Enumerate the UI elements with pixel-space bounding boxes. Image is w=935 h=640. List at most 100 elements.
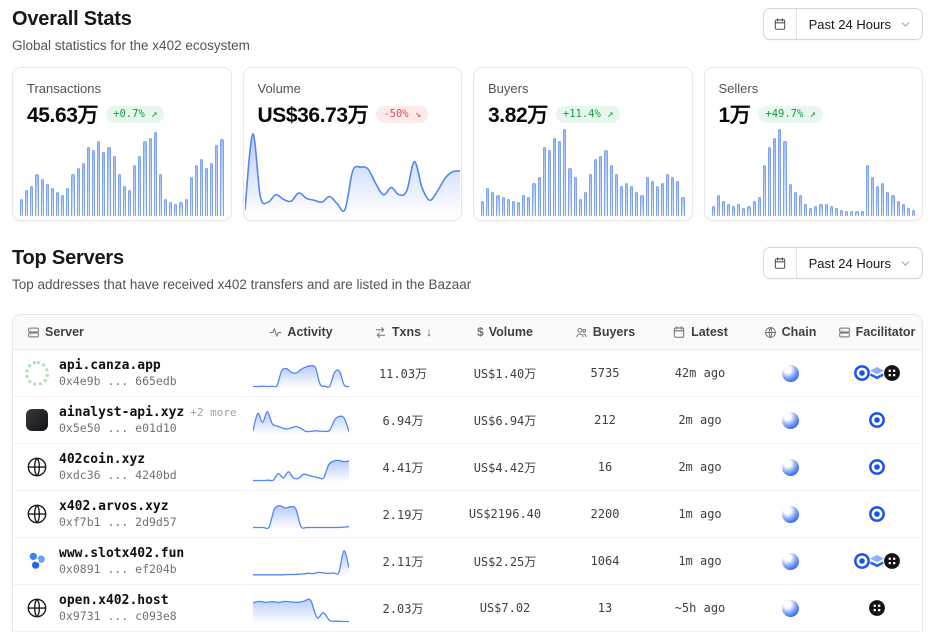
column-header-server[interactable]: Server (13, 325, 245, 339)
bar (86, 146, 90, 216)
server-name[interactable]: open.x402.host (59, 592, 169, 608)
bar (491, 191, 495, 216)
buyers-cell: 1064 (590, 554, 620, 568)
table-row[interactable]: www.slotx402.fun 0x0891 ... ef204b 2.11万 U… (13, 538, 922, 585)
bar (179, 202, 183, 216)
bar (71, 173, 75, 216)
bar (773, 137, 777, 216)
server-cell[interactable]: open.x402.host 0x9731 ... c093e8 (13, 592, 245, 623)
bar (798, 195, 803, 216)
bar (716, 195, 720, 216)
server-cell[interactable]: api.canza.app 0x4e9b ... 665edb (13, 357, 245, 388)
table-row[interactable]: api.canza.app 0x4e9b ... 665edb 11.03万 US$… (13, 350, 922, 397)
column-header-facilitator[interactable]: Facilitator (829, 325, 922, 339)
bar (721, 200, 725, 216)
bar (102, 152, 106, 216)
column-header-volume[interactable]: $ Volume (477, 325, 533, 339)
change-badge: -50% ↘ (376, 105, 429, 123)
bar (66, 188, 70, 216)
server-name[interactable]: 402coin.xyz (59, 451, 146, 467)
bar (594, 159, 598, 216)
bar (876, 186, 880, 216)
facilitator-layers-icon (868, 552, 886, 570)
bar (635, 191, 639, 216)
chain-base-icon (781, 364, 799, 382)
facilitator-dark-icon (882, 552, 901, 570)
server-address: 0x0891 ... ef204b (59, 561, 177, 576)
column-label: Txns (391, 325, 422, 339)
server-cell[interactable]: www.slotx402.fun 0x0891 ... ef204b (13, 545, 245, 576)
bar (568, 168, 572, 216)
server-avatar-green-ring (25, 360, 49, 386)
bar (210, 162, 214, 216)
bar (599, 155, 603, 216)
activity-sparkline (245, 499, 357, 529)
chain-cell (751, 505, 829, 523)
facilitator-cell (829, 411, 922, 429)
latest-cell: ~5h ago (674, 601, 726, 615)
table-row[interactable]: 402coin.xyz 0xdc36 ... 4240bd 4.41万 US$4.4… (13, 444, 922, 491)
activity-sparkline (245, 546, 357, 576)
column-label: Activity (287, 325, 333, 339)
server-name[interactable]: api.canza.app (59, 357, 161, 373)
bar (148, 137, 152, 216)
bar (655, 186, 659, 216)
buyers-cell: 13 (597, 601, 613, 615)
bar (506, 198, 510, 216)
bar (117, 173, 121, 216)
column-header-latest[interactable]: Latest (649, 325, 751, 339)
table-row[interactable]: open.x402.host 0x9731 ... c093e8 2.03万 US$… (13, 585, 922, 632)
top-servers-range-selector[interactable]: Past 24 Hours (762, 247, 923, 279)
server-name[interactable]: www.slotx402.fun (59, 545, 185, 561)
calendar-icon (764, 9, 797, 39)
activity-sparkline (245, 593, 357, 623)
overall-range-selector[interactable]: Past 24 Hours (762, 8, 923, 40)
top-servers-header: Top Servers Past 24 Hours Top addresses … (12, 247, 923, 292)
sort-desc-icon: ↓ (426, 325, 433, 339)
bar (645, 177, 649, 216)
chain-base-icon (781, 411, 799, 429)
server-name[interactable]: x402.arvos.xyz (59, 498, 169, 514)
column-header-chain[interactable]: Chain (751, 325, 829, 339)
bar (604, 150, 608, 216)
table-row[interactable]: ainalyst-api.xyz +2 more 0x5e50 ... e01d10… (13, 397, 922, 444)
facilitator-cell (829, 505, 922, 523)
column-header-buyers[interactable]: Buyers (561, 325, 649, 339)
bar (619, 186, 623, 216)
column-header-txns[interactable]: Txns ↓ (357, 325, 449, 339)
bar (138, 155, 142, 216)
bar (840, 209, 844, 216)
column-header-activity[interactable]: Activity (245, 325, 357, 339)
bar (901, 204, 905, 216)
bar (732, 206, 736, 216)
bar (860, 211, 864, 216)
buyers-cell: 2200 (590, 507, 620, 521)
column-label: Latest (691, 325, 728, 339)
bar (194, 164, 198, 216)
bar (660, 182, 665, 216)
bar (107, 146, 111, 216)
stat-card-volume: Volume US$36.73万 -50% ↘ (242, 67, 462, 221)
latest-cell: 42m ago (674, 366, 726, 380)
bar (112, 155, 116, 216)
change-badge: +49.7% ↗ (758, 105, 823, 123)
server-cell[interactable]: 402coin.xyz 0xdc36 ... 4240bd (13, 451, 245, 482)
server-avatar-globe (25, 596, 49, 620)
bar (153, 132, 157, 216)
column-label: Buyers (592, 325, 636, 339)
bar (563, 128, 567, 216)
stat-card-value: 3.82万 (488, 104, 548, 127)
server-cell[interactable]: x402.arvos.xyz 0xf7b1 ... 2d9d57 (13, 498, 245, 529)
bar (35, 173, 39, 216)
txns-cell: 2.11万 (382, 554, 424, 569)
server-name[interactable]: ainalyst-api.xyz (59, 404, 185, 420)
bar (640, 195, 644, 216)
facilitator-coinbase-icon (867, 505, 886, 523)
table-row[interactable]: x402.arvos.xyz 0xf7b1 ... 2d9d57 2.19万 US$… (13, 491, 922, 538)
bar (768, 146, 772, 216)
stat-cards: Transactions 45.63万 +0.7% ↗ Volume US$36.73万… (12, 67, 923, 221)
bar (711, 206, 715, 216)
bar (583, 191, 587, 216)
server-cell[interactable]: ainalyst-api.xyz +2 more 0x5e50 ... e01d10 (13, 404, 245, 435)
server-address: 0x5e50 ... e01d10 (59, 420, 177, 435)
